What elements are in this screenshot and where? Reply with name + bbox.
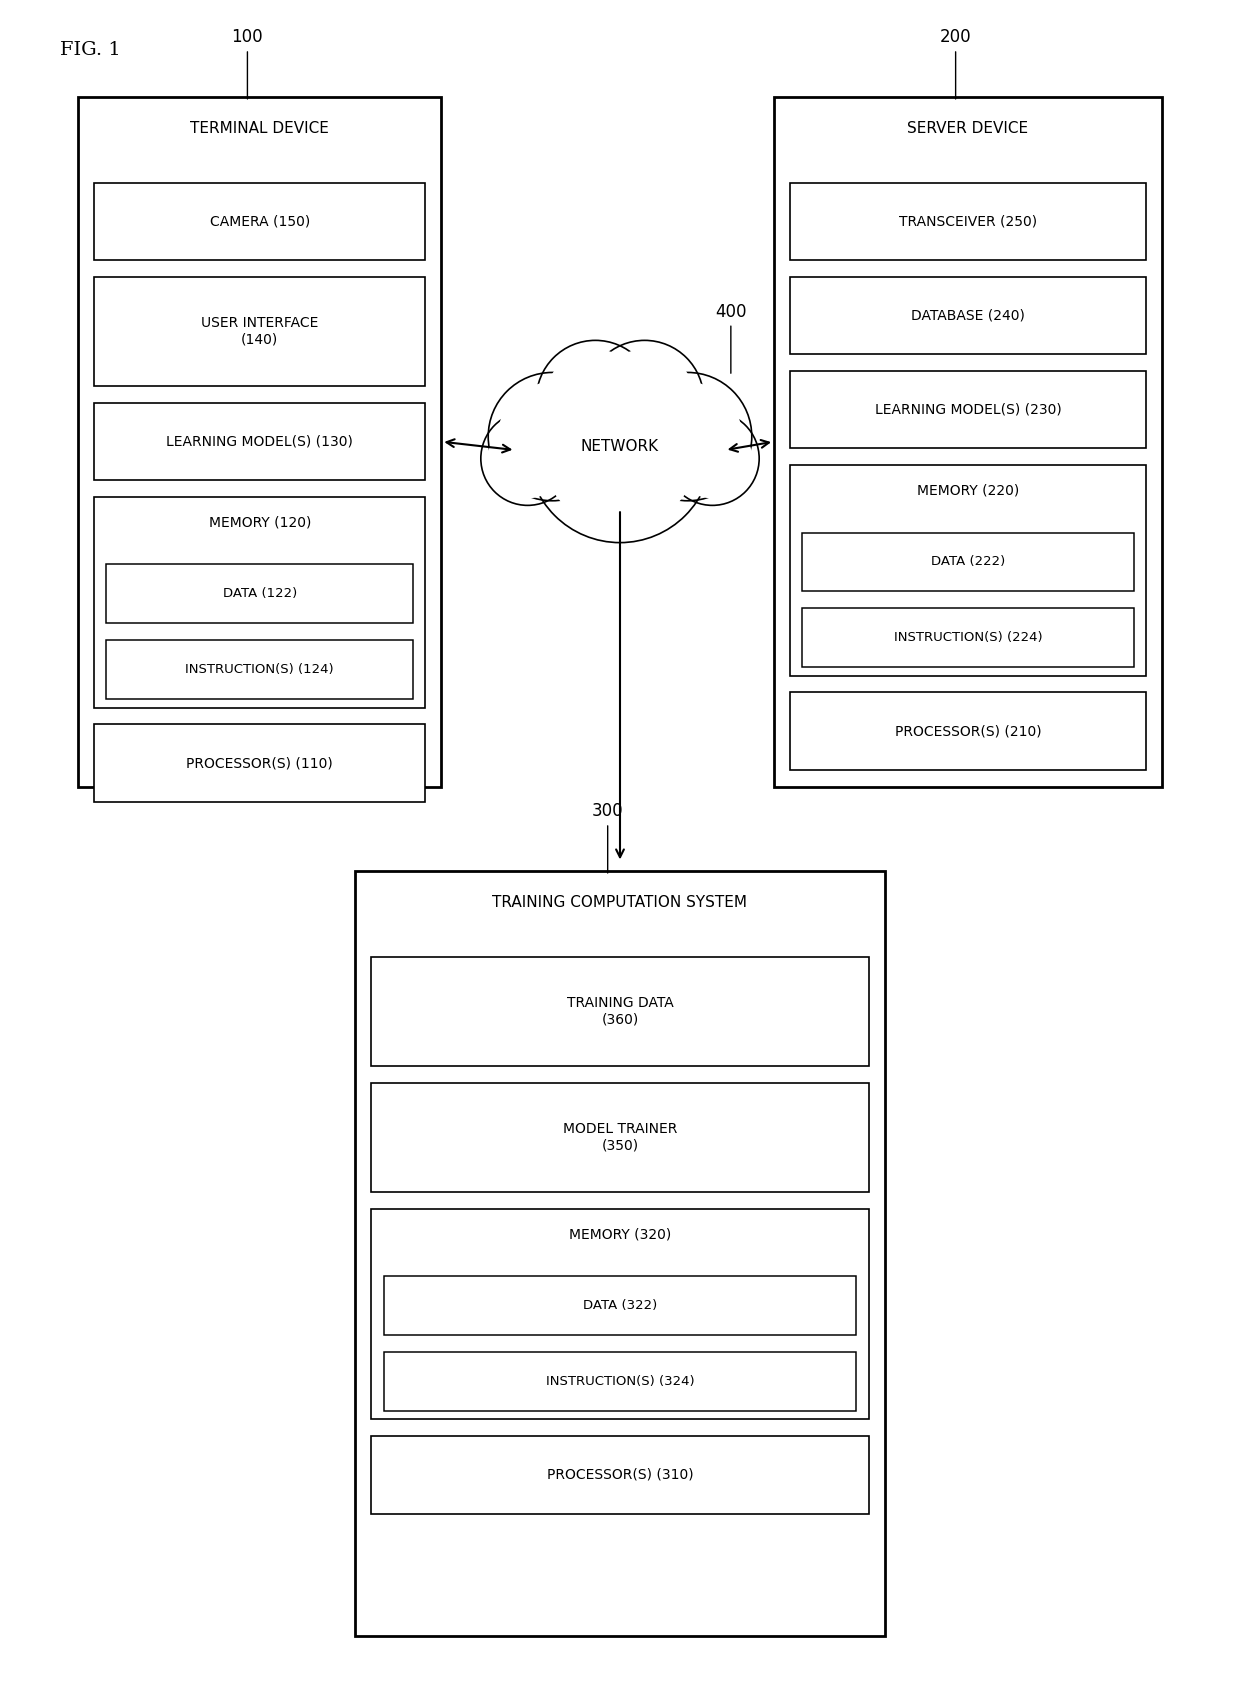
- Text: DATA (122): DATA (122): [223, 587, 296, 600]
- Bar: [774, 96, 1162, 786]
- Bar: [371, 1082, 869, 1192]
- Text: MEMORY (120): MEMORY (120): [208, 516, 311, 529]
- Ellipse shape: [497, 382, 606, 490]
- Text: TRANSCEIVER (250): TRANSCEIVER (250): [899, 215, 1037, 228]
- Bar: [802, 609, 1133, 668]
- Bar: [790, 692, 1146, 769]
- Bar: [790, 465, 1146, 675]
- Ellipse shape: [672, 419, 753, 499]
- Text: TRAINING COMPUTATION SYSTEM: TRAINING COMPUTATION SYSTEM: [492, 895, 748, 910]
- Text: LEARNING MODEL(S) (130): LEARNING MODEL(S) (130): [166, 435, 353, 448]
- Bar: [790, 277, 1146, 353]
- Bar: [371, 957, 869, 1065]
- Ellipse shape: [634, 382, 743, 490]
- Text: TERMINAL DEVICE: TERMINAL DEVICE: [190, 122, 329, 137]
- Bar: [107, 565, 413, 624]
- Text: NETWORK: NETWORK: [580, 440, 660, 455]
- Text: MEMORY (220): MEMORY (220): [916, 484, 1019, 497]
- Ellipse shape: [528, 357, 712, 543]
- Text: 400: 400: [715, 303, 746, 374]
- Bar: [94, 402, 425, 480]
- Bar: [94, 497, 425, 707]
- Text: TRAINING DATA
(360): TRAINING DATA (360): [567, 996, 673, 1026]
- Text: DATABASE (240): DATABASE (240): [911, 308, 1025, 323]
- Ellipse shape: [481, 411, 574, 506]
- Text: MODEL TRAINER
(350): MODEL TRAINER (350): [563, 1123, 677, 1153]
- Text: INSTRUCTION(S) (324): INSTRUCTION(S) (324): [546, 1375, 694, 1388]
- Ellipse shape: [594, 350, 694, 450]
- Text: LEARNING MODEL(S) (230): LEARNING MODEL(S) (230): [874, 402, 1061, 416]
- Bar: [790, 183, 1146, 260]
- Text: PROCESSOR(S) (210): PROCESSOR(S) (210): [894, 724, 1042, 737]
- Text: 300: 300: [591, 802, 624, 873]
- Ellipse shape: [487, 419, 568, 499]
- Bar: [355, 871, 885, 1637]
- Text: INSTRUCTION(S) (124): INSTRUCTION(S) (124): [186, 663, 334, 676]
- Ellipse shape: [624, 372, 751, 501]
- Ellipse shape: [546, 350, 646, 450]
- Text: FIG. 1: FIG. 1: [60, 41, 120, 59]
- Ellipse shape: [489, 372, 616, 501]
- Bar: [78, 96, 441, 786]
- Bar: [383, 1353, 857, 1410]
- Ellipse shape: [536, 340, 655, 458]
- Bar: [94, 724, 425, 802]
- Text: INSTRUCTION(S) (224): INSTRUCTION(S) (224): [894, 631, 1043, 644]
- Bar: [790, 370, 1146, 448]
- Text: DATA (222): DATA (222): [931, 555, 1006, 568]
- Bar: [94, 277, 425, 386]
- Bar: [94, 183, 425, 260]
- Bar: [371, 1209, 869, 1419]
- Bar: [107, 641, 413, 698]
- Text: PROCESSOR(S) (110): PROCESSOR(S) (110): [186, 756, 334, 769]
- Text: DATA (322): DATA (322): [583, 1299, 657, 1312]
- Ellipse shape: [585, 340, 704, 458]
- Text: SERVER DEVICE: SERVER DEVICE: [908, 122, 1028, 137]
- Text: MEMORY (320): MEMORY (320): [569, 1228, 671, 1241]
- Bar: [802, 533, 1133, 592]
- Bar: [371, 1436, 869, 1513]
- Bar: [383, 1277, 857, 1336]
- Text: 100: 100: [232, 29, 263, 100]
- Text: PROCESSOR(S) (310): PROCESSOR(S) (310): [547, 1468, 693, 1481]
- Ellipse shape: [542, 372, 698, 529]
- Text: 200: 200: [940, 29, 971, 100]
- Text: USER INTERFACE
(140): USER INTERFACE (140): [201, 316, 319, 347]
- Ellipse shape: [666, 411, 759, 506]
- Text: CAMERA (150): CAMERA (150): [210, 215, 310, 228]
